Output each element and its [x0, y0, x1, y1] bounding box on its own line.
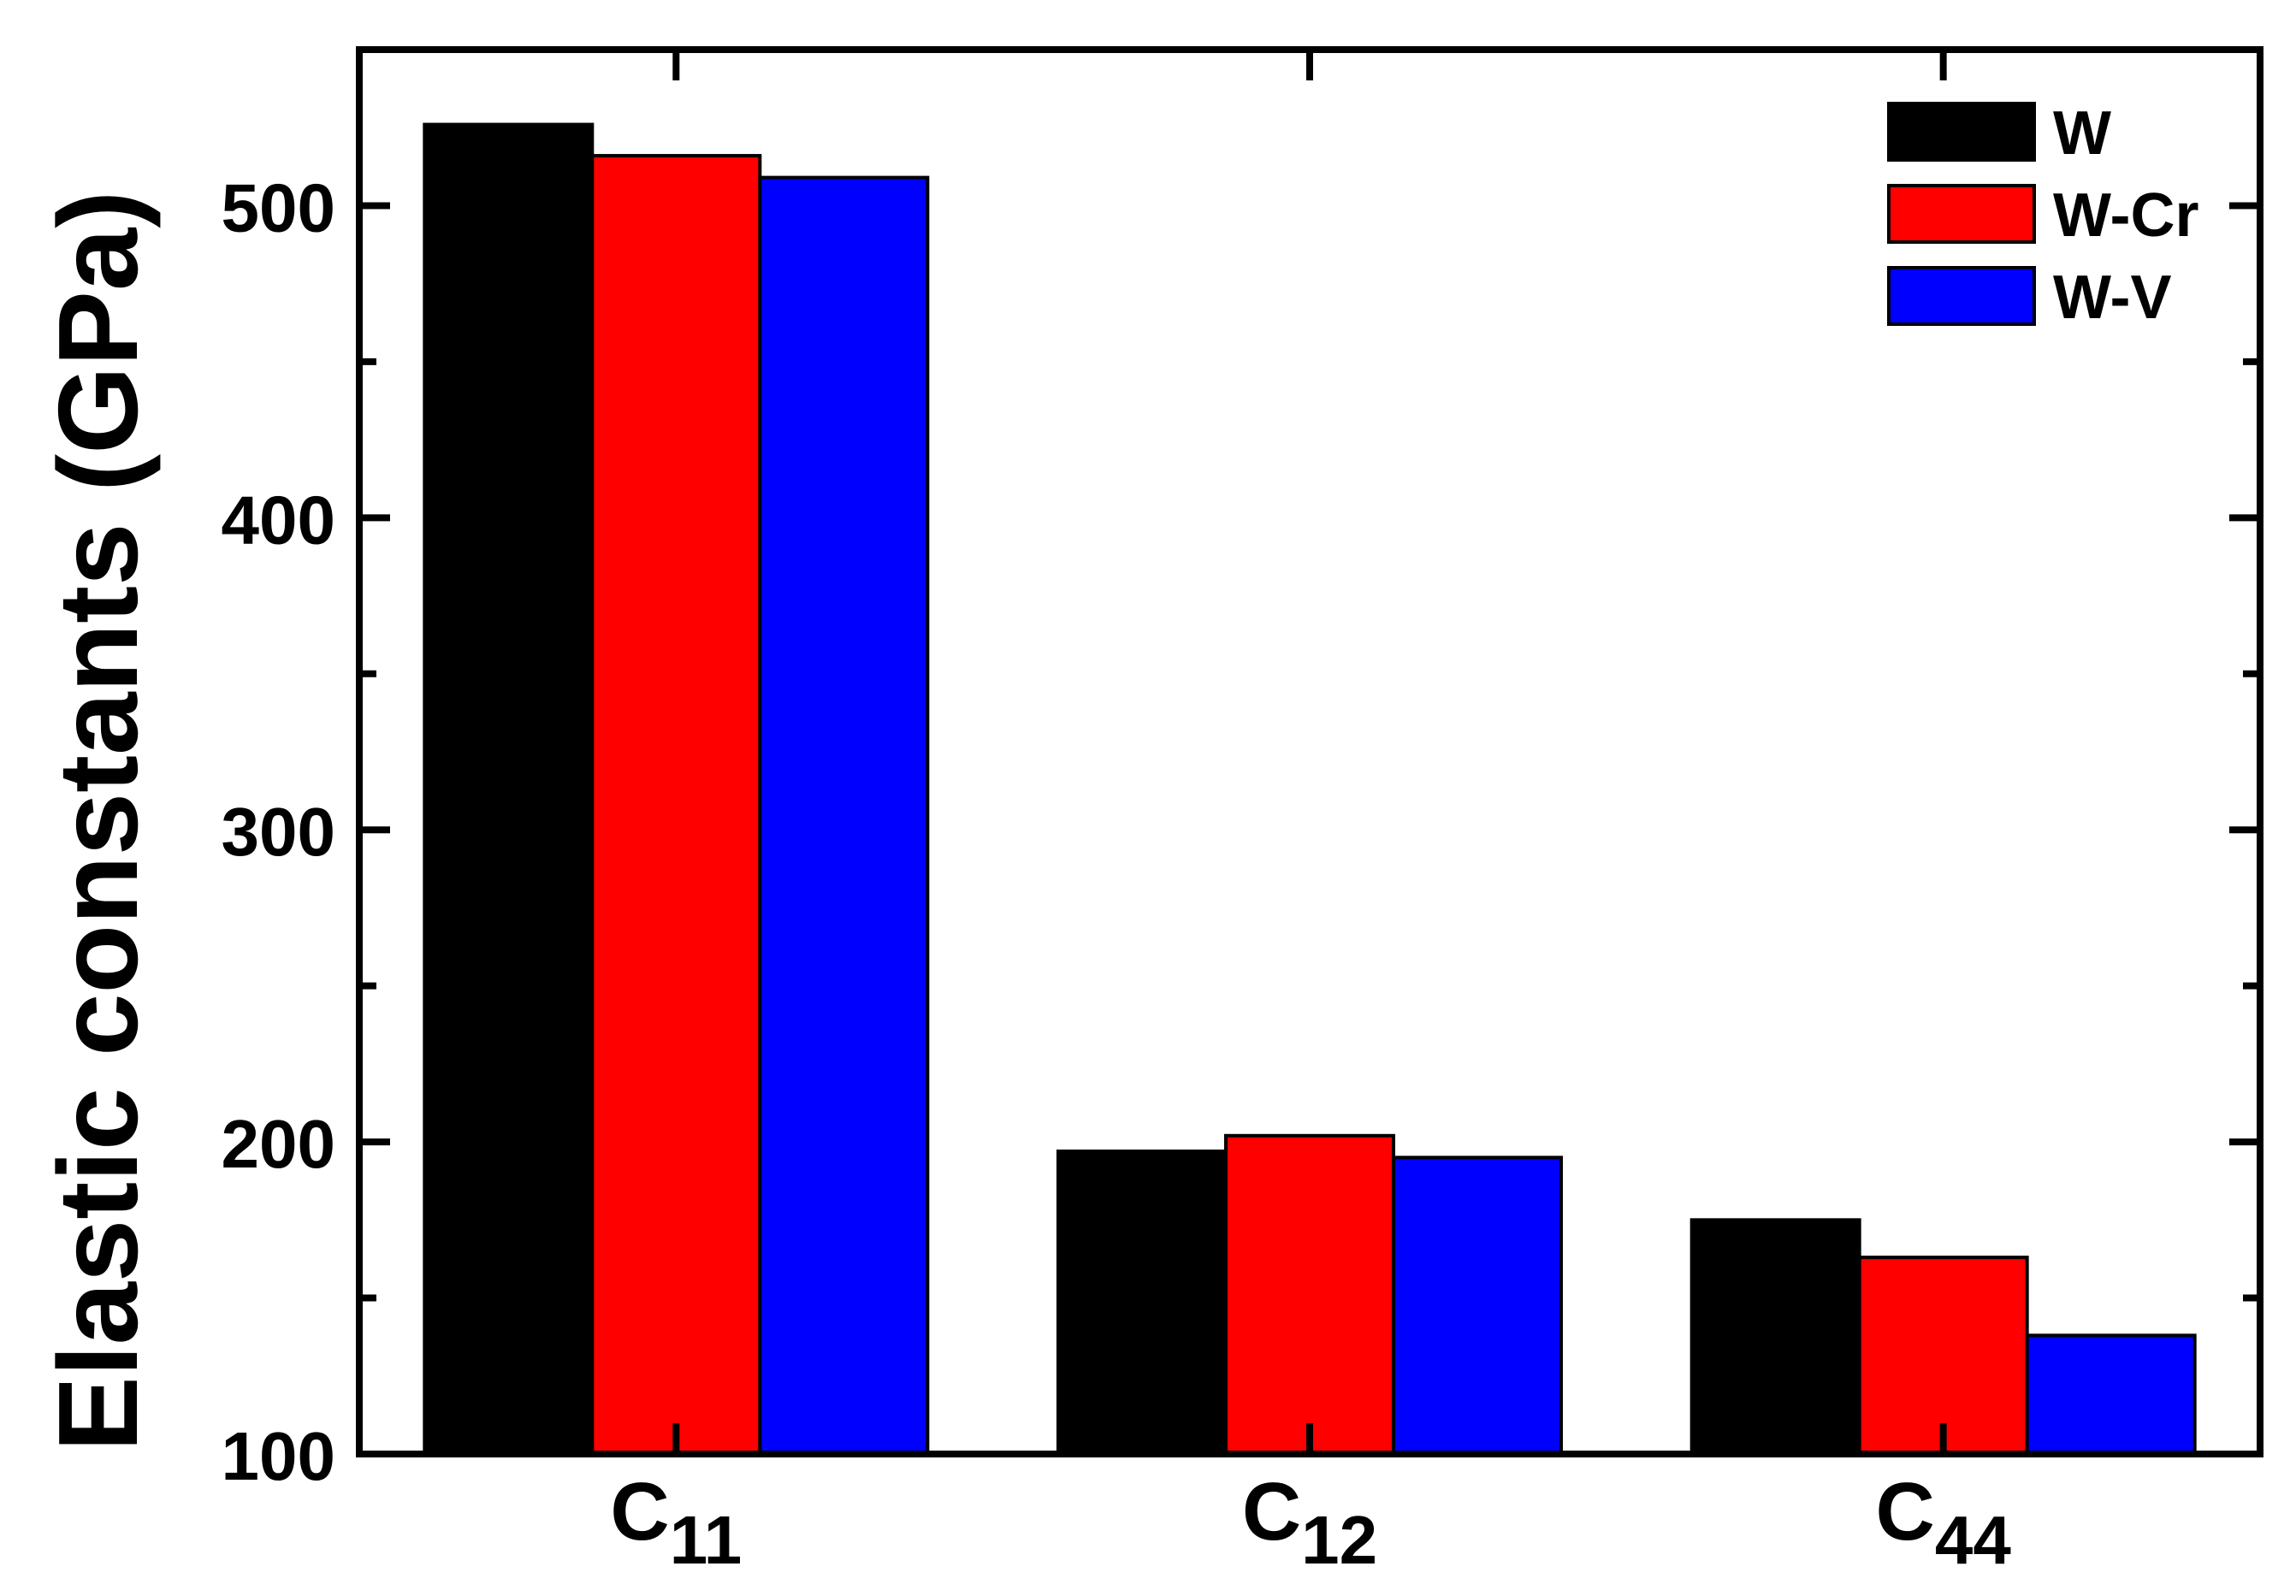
y-tick-label: 300	[222, 794, 335, 870]
legend: W W-Cr W-V	[1887, 99, 2199, 332]
axis-ticks	[359, 46, 2260, 1457]
legend-label-w-v: W-V	[2053, 263, 2172, 332]
x-category-label: C11	[610, 1466, 742, 1578]
bar-w-cr-c11	[590, 154, 762, 1456]
x-category-label: C44	[1876, 1466, 2012, 1578]
y-tick-labels: 100 200 300 400 500	[222, 169, 335, 1494]
bar-w-v-c11	[758, 175, 930, 1456]
bar-w-v-c12	[1392, 1156, 1563, 1457]
legend-label-w: W	[2053, 99, 2111, 168]
category-main-text: C	[610, 1466, 669, 1558]
category-subscript-text: 11	[670, 1502, 743, 1578]
legend-swatch-w-cr	[1887, 184, 2036, 244]
y-tick-label: 200	[222, 1106, 335, 1182]
bar-w-c11	[423, 122, 595, 1456]
y-tick-label: 500	[222, 169, 335, 245]
legend-swatch-w-v	[1887, 266, 2036, 326]
legend-swatch-w	[1887, 102, 2036, 162]
category-main-text: C	[1242, 1466, 1301, 1558]
bar-w-cr-c44	[1857, 1256, 2029, 1456]
y-tick-label: 100	[222, 1418, 335, 1494]
category-main-text: C	[1876, 1466, 1935, 1558]
x-category-labels: C11 C12 C44	[610, 1466, 2011, 1578]
y-axis-title: Elastic constants (GPa)	[35, 191, 161, 1451]
bar-w-v-c44	[2025, 1333, 2197, 1456]
bar-w-c12	[1056, 1150, 1228, 1456]
bar-w-c44	[1689, 1218, 1861, 1457]
legend-label-w-cr: W-Cr	[2053, 181, 2199, 250]
x-category-label: C12	[1242, 1466, 1377, 1578]
bars-layer	[423, 122, 2197, 1457]
category-subscript-text: 44	[1935, 1502, 2011, 1578]
bar-w-cr-c12	[1224, 1133, 1395, 1457]
category-subscript-text: 12	[1301, 1502, 1377, 1578]
y-tick-label: 400	[222, 482, 335, 558]
